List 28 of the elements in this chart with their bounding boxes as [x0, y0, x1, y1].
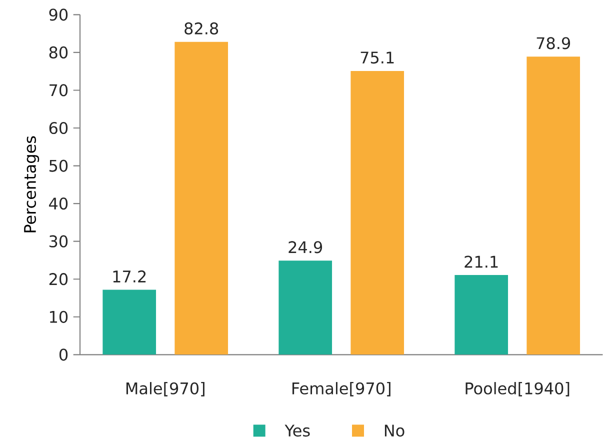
- y-tick-label: 40: [49, 198, 68, 210]
- y-tick-label: 90: [49, 8, 68, 21]
- bar: [278, 260, 332, 355]
- y-tick-label: 80: [49, 46, 68, 59]
- data-label: 24.9: [288, 241, 322, 254]
- data-label: 78.9: [536, 37, 570, 50]
- bar: [526, 56, 580, 355]
- y-tick-label: 60: [49, 122, 68, 134]
- bar: [174, 42, 228, 355]
- legend-label: Yes: [284, 424, 310, 437]
- y-tick-label: 0: [59, 348, 68, 361]
- y-tick-label: 50: [50, 160, 68, 172]
- y-tick-label: 10: [50, 310, 68, 323]
- data-label: 75.1: [360, 52, 394, 64]
- bar: [454, 274, 508, 355]
- data-label: 17.2: [113, 270, 146, 282]
- bar: [102, 290, 156, 355]
- x-tick-label: Female[970]: [292, 382, 390, 396]
- data-label: 82.8: [184, 22, 218, 35]
- y-tick-label: 20: [49, 273, 68, 286]
- y-tick-label: 30: [49, 235, 68, 248]
- data-label: 21.1: [464, 256, 498, 268]
- x-tick-label: Pooled[1940]: [466, 382, 570, 396]
- bar: [350, 70, 404, 355]
- y-axis-title: Percentages: [24, 136, 40, 232]
- x-tick-label: Male[970]: [126, 382, 204, 396]
- legend-label: No: [384, 424, 404, 437]
- y-tick-label: 70: [50, 84, 68, 96]
